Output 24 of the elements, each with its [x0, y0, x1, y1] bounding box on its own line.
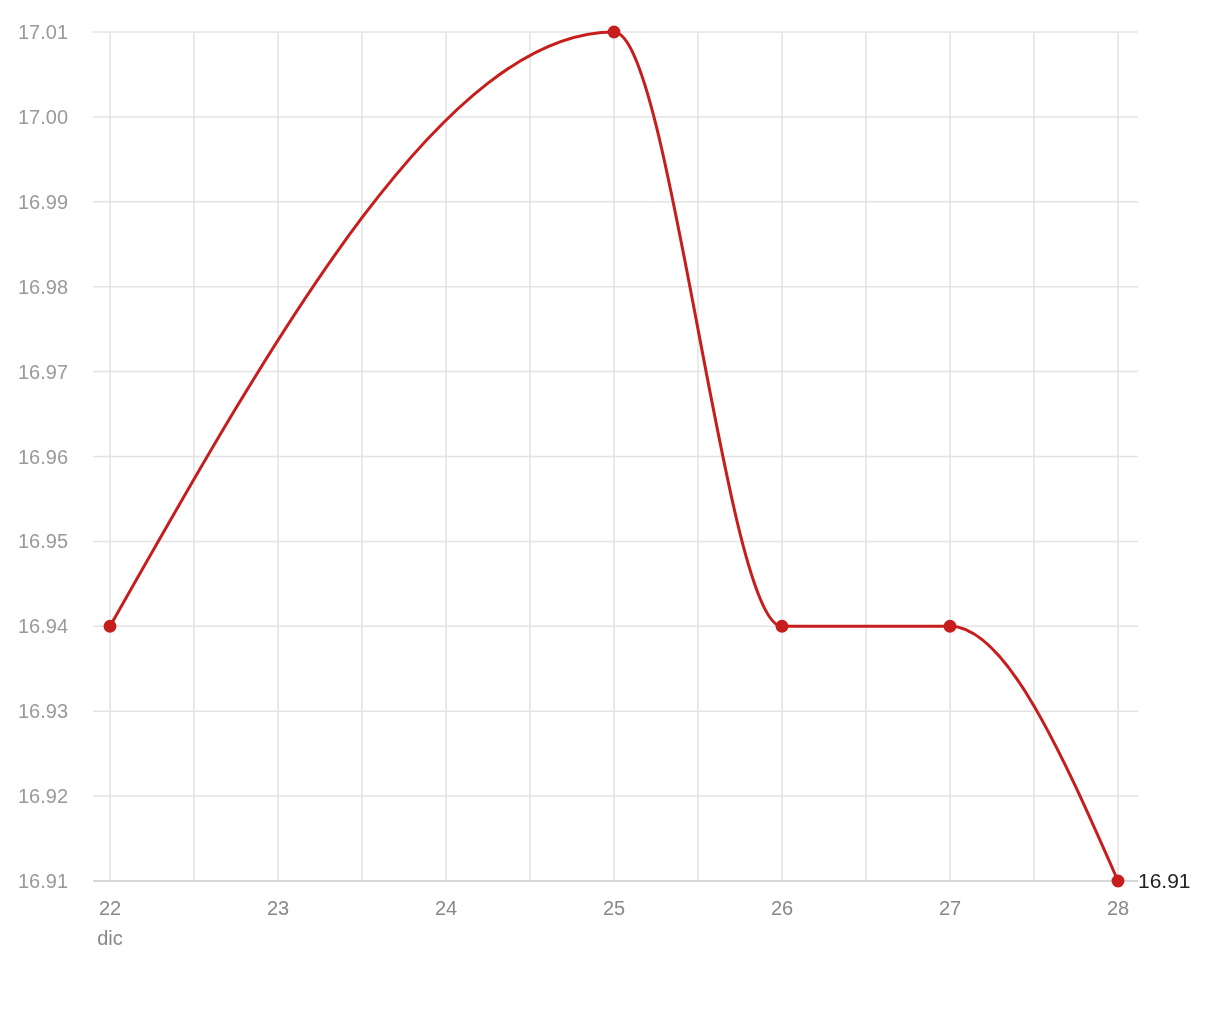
y-tick-label: 16.91: [18, 870, 69, 892]
x-tick-label: 27: [938, 897, 962, 919]
y-tick-label: 16.98: [18, 275, 69, 298]
x-tick-label: 25: [602, 897, 626, 919]
point: [775, 619, 789, 633]
y-tick-label: 16.95: [18, 530, 69, 553]
data-label: 16.91: [1138, 869, 1191, 893]
x-tick-label: 23: [266, 897, 290, 919]
x-tick-label: 24: [434, 897, 458, 919]
point: [1111, 874, 1125, 888]
y-tick-label: 16.97: [18, 360, 69, 383]
x-tick-label: 22 dic: [97, 897, 123, 949]
point: [103, 619, 117, 633]
y-tick-label: 16.96: [18, 445, 69, 468]
point: [607, 25, 621, 39]
y-tick-label: 16.93: [18, 700, 69, 723]
y-tick-label: 16.99: [18, 190, 69, 213]
point: [943, 619, 957, 633]
x-tick-label: 26: [770, 897, 794, 919]
y-tick-label: 17.01: [18, 21, 69, 43]
y-tick-label: 17.00: [18, 105, 69, 128]
x-tick-label: 28: [1106, 897, 1130, 919]
y-tick-label: 16.94: [18, 615, 69, 638]
y-tick-label: 16.92: [18, 785, 69, 808]
